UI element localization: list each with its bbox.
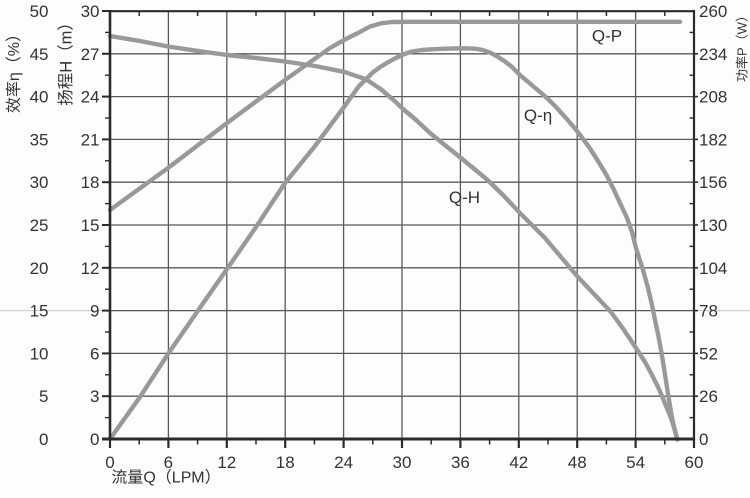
svg-text:%: % — [6, 42, 23, 56]
svg-text:27: 27 — [81, 45, 100, 64]
svg-text:12: 12 — [217, 453, 236, 472]
svg-text:Q-η: Q-η — [524, 106, 552, 125]
svg-text:9: 9 — [90, 302, 99, 321]
svg-text:21: 21 — [81, 130, 100, 149]
svg-text:35: 35 — [30, 130, 49, 149]
svg-text:0: 0 — [699, 430, 708, 449]
svg-text:0: 0 — [90, 430, 99, 449]
svg-text:P: P — [735, 47, 750, 56]
svg-text:78: 78 — [699, 302, 718, 321]
svg-text:η: η — [6, 72, 23, 81]
svg-text:6: 6 — [90, 344, 99, 363]
svg-text:50: 50 — [30, 2, 49, 21]
svg-text:3: 3 — [90, 387, 99, 406]
svg-text:m: m — [57, 31, 75, 45]
svg-text:54: 54 — [626, 453, 645, 472]
svg-text:156: 156 — [699, 173, 727, 192]
svg-text:M: M — [191, 470, 204, 487]
svg-text:25: 25 — [30, 216, 49, 235]
svg-text:20: 20 — [30, 259, 49, 278]
svg-text:48: 48 — [568, 453, 587, 472]
svg-text:H: H — [57, 61, 75, 73]
svg-text:12: 12 — [81, 259, 100, 278]
svg-text:30: 30 — [81, 2, 100, 21]
svg-text:36: 36 — [451, 453, 470, 472]
svg-text:30: 30 — [393, 453, 412, 472]
svg-text:P: P — [181, 470, 192, 487]
svg-text:L: L — [172, 470, 181, 487]
svg-text:18: 18 — [81, 173, 100, 192]
svg-text:26: 26 — [699, 387, 718, 406]
svg-text:60: 60 — [685, 453, 704, 472]
svg-text:Q-P: Q-P — [592, 27, 622, 46]
svg-text:10: 10 — [30, 344, 49, 363]
svg-text:30: 30 — [30, 173, 49, 192]
svg-text:42: 42 — [509, 453, 528, 472]
svg-text:24: 24 — [81, 88, 100, 107]
svg-text:208: 208 — [699, 88, 727, 107]
svg-text:24: 24 — [334, 453, 353, 472]
svg-text:Q: Q — [143, 470, 155, 487]
svg-text:182: 182 — [699, 130, 727, 149]
svg-text:15: 15 — [30, 302, 49, 321]
svg-text:5: 5 — [39, 387, 48, 406]
svg-text:W: W — [735, 21, 750, 34]
svg-text:260: 260 — [699, 2, 727, 21]
svg-text:Q-H: Q-H — [449, 188, 480, 207]
svg-text:0: 0 — [105, 453, 114, 472]
svg-text:104: 104 — [699, 259, 727, 278]
svg-text:52: 52 — [699, 344, 718, 363]
svg-text:18: 18 — [276, 453, 295, 472]
svg-text:0: 0 — [39, 430, 48, 449]
svg-text:45: 45 — [30, 45, 49, 64]
svg-text:234: 234 — [699, 45, 727, 64]
svg-text:130: 130 — [699, 216, 727, 235]
svg-text:15: 15 — [81, 216, 100, 235]
svg-text:6: 6 — [164, 453, 173, 472]
svg-text:40: 40 — [30, 88, 49, 107]
